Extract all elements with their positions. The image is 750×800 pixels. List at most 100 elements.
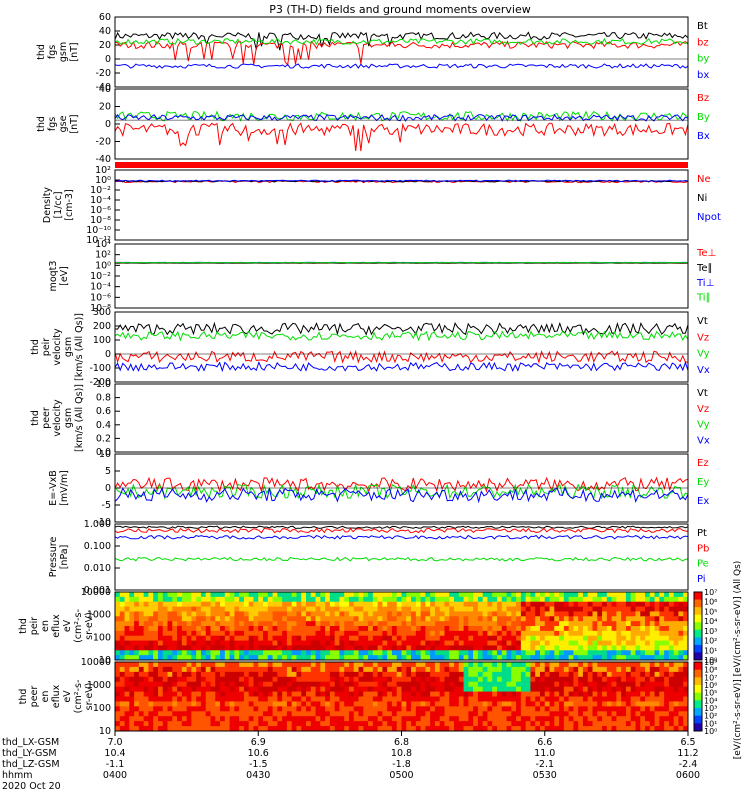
heatmap-cell — [215, 650, 221, 656]
heatmap-cell — [363, 601, 369, 608]
colorbar-step — [694, 637, 702, 646]
heatmap-cell — [115, 640, 121, 646]
heatmap-cell — [415, 662, 422, 668]
heatmap-cell — [382, 706, 388, 712]
heatmap-cell — [215, 711, 221, 717]
heatmap-cell — [286, 711, 293, 717]
heatmap-cell — [525, 606, 531, 612]
heatmap-cell — [263, 666, 269, 673]
heatmap-cell — [559, 676, 565, 683]
heatmap-cell — [640, 596, 646, 603]
heatmap-cell — [200, 671, 207, 678]
heatmap-cell — [430, 640, 436, 646]
heatmap-cell — [420, 621, 426, 627]
heatmap-cell — [138, 716, 145, 722]
heatmap-cell — [611, 596, 617, 603]
heatmap-cell — [344, 681, 350, 688]
heatmap-cell — [425, 676, 431, 683]
heatmap-cell — [177, 650, 183, 656]
heatmap-cell — [177, 606, 183, 612]
heatmap-cell — [501, 686, 508, 693]
heatmap-cell — [640, 662, 646, 668]
heatmap-cell — [587, 611, 593, 617]
heatmap-cell — [635, 666, 641, 673]
heatmap-cell — [258, 655, 264, 661]
heatmap-cell — [487, 645, 493, 651]
heatmap-cell — [458, 635, 465, 642]
heatmap-cell — [554, 671, 560, 678]
heatmap-cell — [592, 662, 598, 668]
heatmap-cell — [411, 655, 417, 661]
heatmap-cell — [430, 686, 436, 693]
heatmap-cell — [272, 630, 278, 637]
heatmap-cell — [363, 676, 369, 683]
heatmap-cell — [277, 721, 283, 727]
heatmap-cell — [239, 650, 245, 656]
heatmap-cell — [530, 686, 536, 693]
heatmap-cell — [353, 645, 360, 651]
heatmap-cell — [497, 616, 503, 622]
heatmap-cell — [473, 701, 479, 707]
heatmap-cell — [129, 721, 135, 727]
heatmap-cell — [358, 635, 364, 642]
heatmap-cell — [296, 645, 302, 651]
heatmap-cell — [329, 640, 336, 646]
heatmap-cell — [267, 626, 274, 632]
heatmap-cell — [420, 726, 426, 732]
heatmap-cell — [506, 711, 512, 717]
heatmap-cell — [520, 671, 527, 678]
y-tick-label: 5 — [105, 466, 111, 477]
heatmap-cell — [181, 592, 188, 598]
heatmap-cell — [606, 630, 613, 637]
heatmap-cell — [506, 630, 512, 637]
heatmap-cell — [635, 696, 641, 702]
heatmap-cell — [263, 655, 269, 661]
heatmap-cell — [215, 635, 221, 642]
heatmap-cell — [439, 711, 445, 717]
heatmap-cell — [387, 630, 393, 637]
heatmap-cell — [153, 650, 159, 656]
heatmap-cell — [382, 601, 388, 608]
heatmap-cell — [434, 706, 441, 712]
heatmap-cell — [115, 666, 121, 673]
heatmap-cell — [157, 606, 164, 612]
heatmap-cell — [306, 650, 312, 656]
heatmap-cell — [325, 645, 331, 651]
heatmap-cell — [129, 592, 135, 598]
heatmap-cell — [640, 655, 646, 661]
heatmap-cell — [645, 621, 651, 627]
heatmap-cell — [329, 681, 336, 688]
heatmap-cell — [377, 630, 383, 637]
heatmap-cell — [683, 721, 689, 727]
heatmap-cell — [167, 676, 173, 683]
heatmap-cell — [301, 606, 307, 612]
heatmap-cell — [153, 606, 159, 612]
heatmap-cell — [582, 616, 589, 622]
heatmap-cell — [181, 606, 188, 612]
y-axis-label: en — [40, 691, 51, 703]
heatmap-cell — [463, 626, 469, 632]
heatmap-cell — [411, 666, 417, 673]
heatmap-cell — [115, 676, 121, 683]
heatmap-cell — [645, 696, 651, 702]
heatmap-cell — [559, 616, 565, 622]
y-tick-label: -40 — [95, 82, 111, 93]
heatmap-cell — [391, 701, 398, 707]
heatmap-cell — [372, 655, 379, 661]
heatmap-cell — [177, 655, 183, 661]
heatmap-cell — [520, 640, 527, 646]
heatmap-cell — [148, 626, 154, 632]
heatmap-cell — [592, 706, 598, 712]
heatmap-cell — [635, 726, 641, 732]
heatmap-cell — [568, 630, 574, 637]
heatmap-cell — [415, 601, 422, 608]
heatmap-cell — [492, 686, 498, 693]
heatmap-cell — [468, 592, 474, 598]
heatmap-cell — [449, 691, 455, 697]
heatmap-cell — [578, 596, 584, 603]
panel-frame — [114, 88, 689, 160]
heatmap-cell — [411, 611, 417, 617]
heatmap-cell — [148, 630, 154, 637]
heatmap-cell — [143, 596, 149, 603]
figure-title: P3 (TH-D) fields and ground moments over… — [269, 3, 531, 16]
